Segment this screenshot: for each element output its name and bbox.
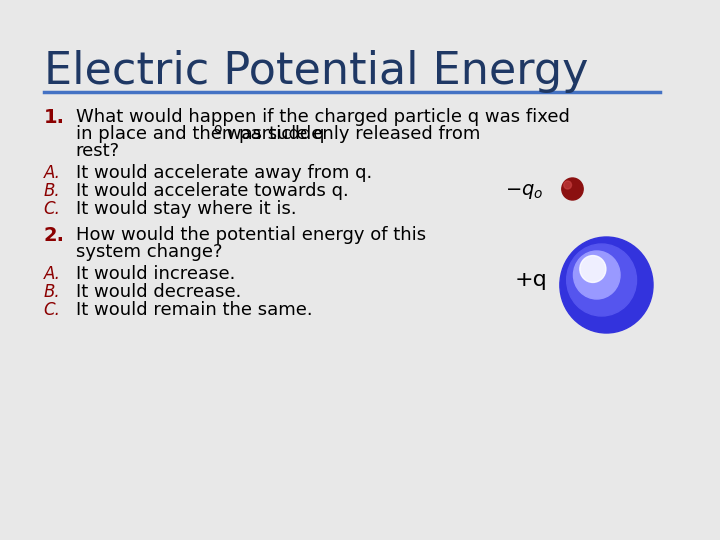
Text: It would accelerate towards q.: It would accelerate towards q. [76,182,348,200]
Circle shape [562,178,583,200]
Text: It would accelerate away from q.: It would accelerate away from q. [76,164,372,182]
Text: B.: B. [44,182,60,200]
Text: It would stay where it is.: It would stay where it is. [76,200,297,218]
Circle shape [580,255,606,282]
Text: system change?: system change? [76,243,222,261]
Text: in place and then particle q: in place and then particle q [76,125,324,143]
Text: How would the potential energy of this: How would the potential energy of this [76,226,426,244]
Text: rest?: rest? [76,142,120,160]
Text: What would happen if the charged particle q was fixed: What would happen if the charged particl… [76,108,570,126]
Text: o: o [213,122,222,136]
Circle shape [567,244,636,316]
Text: It would decrease.: It would decrease. [76,283,241,301]
Circle shape [573,251,620,299]
Text: was suddenly released from: was suddenly released from [221,125,481,143]
Circle shape [564,181,572,189]
Text: B.: B. [44,283,60,301]
Text: C.: C. [44,200,60,218]
Text: 2.: 2. [44,226,65,245]
Text: 1.: 1. [44,108,65,127]
Text: C.: C. [44,301,60,319]
Text: It would remain the same.: It would remain the same. [76,301,312,319]
Text: A.: A. [44,265,60,283]
Text: +q: +q [514,270,547,290]
Circle shape [560,237,653,333]
Text: Electric Potential Energy: Electric Potential Energy [44,50,588,93]
Text: It would increase.: It would increase. [76,265,235,283]
Text: $-q_o$: $-q_o$ [505,182,543,201]
Text: A.: A. [44,164,60,182]
